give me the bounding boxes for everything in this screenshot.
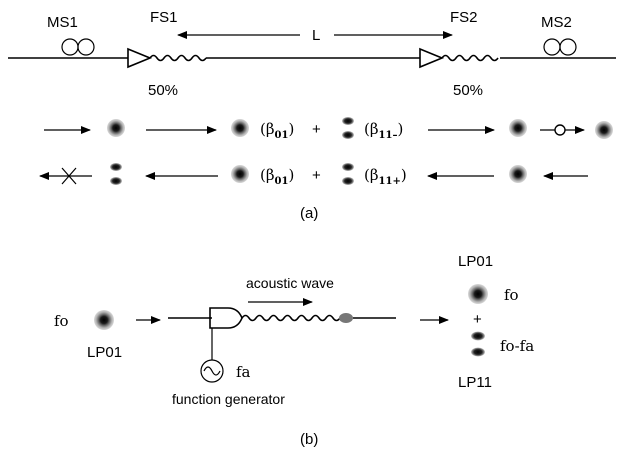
- plus-sign: +: [312, 167, 321, 184]
- function-generator-label: function generator: [172, 391, 285, 407]
- acoustic-wave-label: acoustic wave: [246, 275, 334, 291]
- panel-b: fo LP01 acoustic wave fa function genera…: [54, 253, 534, 448]
- circle-marker-icon: [554, 124, 566, 136]
- coupler-left-icon: [127, 47, 153, 69]
- lp11-mode-spot: [110, 163, 122, 185]
- lp01-mode-spot: [107, 119, 125, 137]
- output-plus-sign: +: [473, 311, 482, 328]
- output-lp01-spot: [468, 284, 488, 304]
- generator-frequency: fa: [236, 363, 251, 381]
- acoustic-horn-icon: [209, 307, 243, 329]
- panel-a: MS1 FS1 50% L FS2 50% MS2 (β01) +: [8, 9, 616, 222]
- length-label: L: [312, 27, 320, 44]
- coupler-left-ratio: 50%: [148, 82, 178, 99]
- fs2-label: FS2: [450, 9, 478, 26]
- plus-sign: +: [312, 121, 321, 138]
- lp01-mode-spot: [231, 119, 249, 137]
- function-generator-icon: [200, 359, 224, 383]
- fs1-label: FS1: [150, 9, 178, 26]
- output-lp11-spot: [471, 331, 485, 357]
- fiber-damper-icon: [339, 313, 353, 323]
- input-mode-label: LP01: [87, 344, 122, 361]
- blocked-cross-icon: [61, 167, 77, 185]
- ms2-label: MS2: [541, 14, 572, 31]
- lp01-mode-spot: [595, 121, 613, 139]
- lp11-mode-spot: [342, 117, 354, 139]
- ms1-label: MS1: [47, 14, 78, 31]
- panel-b-label: (b): [300, 431, 318, 448]
- coupler-right-icon: [419, 47, 445, 69]
- grating-fs1-icon: [149, 54, 207, 62]
- input-frequency: fo: [54, 312, 69, 330]
- lp01-mode-spot: [509, 119, 527, 137]
- coupler-right-ratio: 50%: [453, 82, 483, 99]
- acoustic-wave-icon: [241, 314, 341, 322]
- beta01-term: (β01): [260, 120, 294, 141]
- mode-stripper-1-icon: [61, 38, 95, 56]
- input-lp01-spot: [94, 310, 114, 330]
- output-lp01-label: LP01: [458, 253, 493, 270]
- forward-row: (β01) + (β11–): [44, 117, 613, 141]
- beta11-minus-term: (β11–): [364, 120, 403, 141]
- panel-a-label: (a): [300, 205, 318, 222]
- beta01-term: (β01): [260, 166, 294, 187]
- lp11-mode-spot: [342, 163, 354, 185]
- output-frequency-top: fo: [504, 286, 519, 304]
- backward-row: (β01) + (β11+): [39, 163, 588, 187]
- lp01-mode-spot: [509, 165, 527, 183]
- output-frequency-bottom: fo-fa: [500, 337, 534, 355]
- mode-stripper-2-icon: [543, 38, 577, 56]
- lp01-mode-spot: [231, 165, 249, 183]
- beta11-plus-term: (β11+): [364, 166, 407, 187]
- grating-fs2-icon: [441, 54, 499, 62]
- output-lp11-label: LP11: [458, 374, 492, 391]
